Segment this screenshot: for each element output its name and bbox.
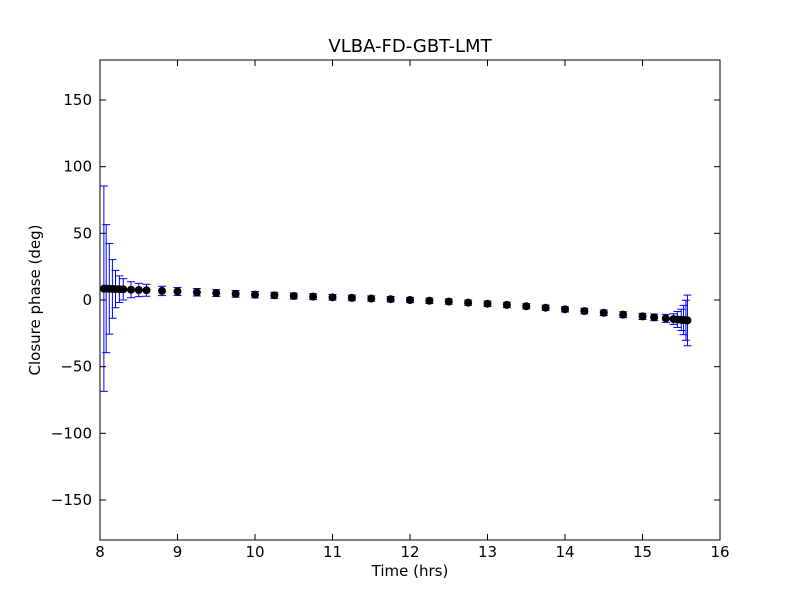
- data-point: [309, 292, 318, 301]
- data-point: [444, 297, 453, 306]
- data-point: [599, 308, 608, 317]
- data-point: [158, 286, 166, 295]
- data-point: [127, 285, 135, 294]
- data-point: [580, 307, 589, 316]
- x-tick-label: 10: [245, 543, 264, 561]
- data-point: [502, 300, 511, 309]
- x-tick-label: 11: [323, 543, 342, 561]
- data-point: [347, 293, 356, 302]
- data-point: [464, 298, 473, 307]
- x-tick-label: 15: [633, 543, 652, 561]
- x-tick-label: 16: [710, 543, 729, 561]
- tick-labels: 8 9 10 11 12 13 14 15 16 −150 −100 −50 0 50 100 150: [51, 91, 730, 561]
- y-tick-label: 100: [63, 158, 92, 176]
- data-point: [119, 285, 128, 294]
- data-point: [173, 287, 182, 296]
- x-tick-label: 12: [400, 543, 419, 561]
- data-point: [142, 286, 151, 295]
- data-point: [386, 295, 395, 304]
- x-tick-label: 14: [555, 543, 574, 561]
- data-point: [134, 286, 143, 294]
- data-point: [367, 294, 376, 303]
- data-point: [561, 305, 569, 314]
- data-point: [425, 296, 434, 305]
- data-point: [650, 313, 659, 322]
- data-point: [328, 293, 337, 302]
- data-point: [522, 302, 531, 311]
- data-point: [212, 289, 221, 298]
- y-tick-label: −100: [51, 424, 92, 442]
- x-tick-label: 13: [478, 543, 497, 561]
- data-point: [192, 288, 201, 297]
- x-tick-label: 8: [95, 543, 105, 561]
- y-axis-label: Closure phase (deg): [26, 225, 44, 376]
- data-point: [406, 296, 414, 304]
- y-tick-label: 50: [73, 224, 92, 242]
- data-point: [619, 310, 628, 319]
- y-tick-label: −150: [51, 491, 92, 509]
- data-point: [661, 314, 670, 323]
- x-tick-label: 9: [173, 543, 183, 561]
- data-point: [289, 292, 298, 300]
- data-point: [541, 303, 550, 312]
- y-tick-label: 0: [82, 291, 92, 309]
- data-point: [231, 289, 240, 298]
- data-point: [683, 316, 692, 325]
- data-point: [483, 299, 492, 308]
- data-point: [251, 290, 259, 299]
- chart-title: VLBA-FD-GBT-LMT: [328, 36, 492, 57]
- plot-frame: [99, 59, 721, 541]
- x-axis-label: Time (hrs): [371, 562, 449, 580]
- y-tick-label: −50: [60, 358, 92, 376]
- data-points: [99, 284, 692, 325]
- data-point: [270, 291, 279, 300]
- data-point: [638, 312, 647, 321]
- y-tick-label: 150: [63, 91, 92, 109]
